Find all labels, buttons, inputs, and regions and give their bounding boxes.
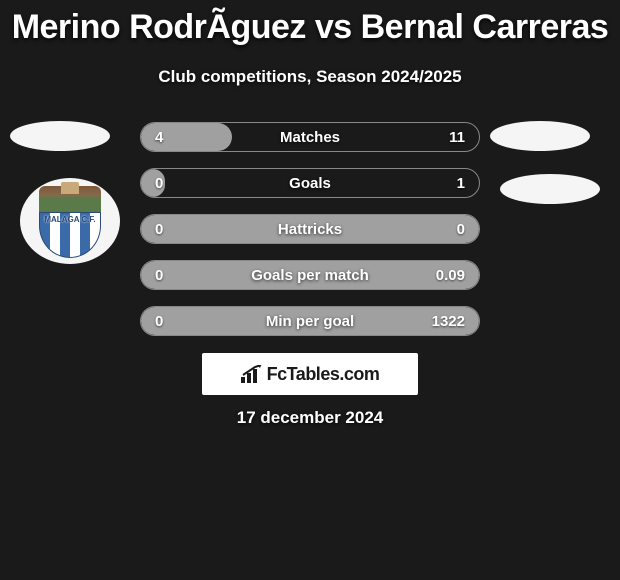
date-text: 17 december 2024 bbox=[0, 408, 620, 428]
stat-label: Min per goal bbox=[266, 313, 354, 330]
stat-value-left: 0 bbox=[155, 221, 163, 238]
stat-row: 0 Min per goal 1322 bbox=[140, 306, 480, 336]
stat-value-right: 1 bbox=[457, 175, 465, 192]
page-subtitle: Club competitions, Season 2024/2025 bbox=[0, 67, 620, 87]
stats-container: 4 Matches 11 0 Goals 1 0 Hattricks 0 0 Goals per m… bbox=[140, 122, 480, 352]
flag-right-bottom bbox=[500, 174, 600, 204]
stat-row: 0 Goals 1 bbox=[140, 168, 480, 198]
stat-value-left: 4 bbox=[155, 129, 163, 146]
stat-value-right: 11 bbox=[449, 129, 465, 146]
club-crest: MALAGA C.F. bbox=[20, 178, 120, 264]
stat-row: 4 Matches 11 bbox=[140, 122, 480, 152]
stat-value-right: 1322 bbox=[432, 313, 465, 330]
brand-chart-icon bbox=[241, 365, 263, 383]
stat-value-right: 0 bbox=[457, 221, 465, 238]
brand-text: FcTables.com bbox=[267, 364, 380, 385]
stat-value-left: 0 bbox=[155, 175, 163, 192]
crest-castle-icon bbox=[61, 182, 79, 194]
stat-label: Matches bbox=[280, 129, 340, 146]
flag-left bbox=[10, 121, 110, 151]
flag-ellipse bbox=[500, 174, 600, 204]
stat-label: Hattricks bbox=[278, 221, 342, 238]
crest-body: MALAGA C.F. bbox=[39, 186, 101, 258]
stat-label: Goals bbox=[289, 175, 331, 192]
stat-value-right: 0.09 bbox=[436, 267, 465, 284]
stat-row: 0 Hattricks 0 bbox=[140, 214, 480, 244]
crest-label: MALAGA C.F. bbox=[44, 215, 95, 224]
flag-ellipse bbox=[490, 121, 590, 151]
page-title: Merino RodrÃ­guez vs Bernal Carreras bbox=[0, 0, 620, 47]
crest-shield: MALAGA C.F. bbox=[39, 212, 101, 258]
stat-label: Goals per match bbox=[251, 267, 369, 284]
stat-value-left: 0 bbox=[155, 267, 163, 284]
stat-value-left: 0 bbox=[155, 313, 163, 330]
flag-ellipse bbox=[10, 121, 110, 151]
crest-top bbox=[39, 186, 101, 212]
flag-right-top bbox=[490, 121, 590, 151]
stat-row: 0 Goals per match 0.09 bbox=[140, 260, 480, 290]
brand-box[interactable]: FcTables.com bbox=[202, 353, 418, 395]
